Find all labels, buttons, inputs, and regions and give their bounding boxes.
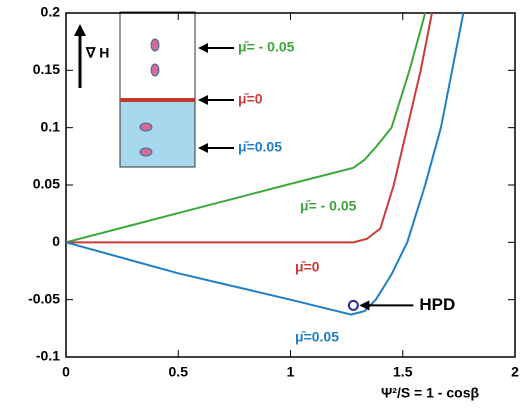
y-tick-label: 0.15 (33, 61, 60, 77)
x-axis-label: Ψ²/S = 1 - cosβ (381, 385, 480, 401)
curve-label: μ̄=0.05 (295, 329, 339, 345)
inset-label: μ̄=0.05 (238, 139, 282, 155)
inset-label: μ̄= - 0.05 (238, 39, 295, 55)
hpd-marker (347, 299, 359, 311)
series-line (65, 12, 427, 244)
inset-fluid (119, 99, 196, 168)
y-tick-label: 0 (52, 233, 60, 249)
x-tick-label: 0.5 (169, 364, 189, 380)
series-line (65, 12, 465, 316)
y-tick-label: -0.1 (36, 348, 60, 364)
curve-label: μ̄=0 (295, 259, 320, 275)
y-tick-label: 0.05 (33, 176, 60, 192)
inset-arrowhead (198, 43, 208, 53)
y-tick-label: 0.2 (41, 4, 61, 20)
inset-arrowhead (198, 95, 208, 105)
annotation: HPD (419, 295, 455, 314)
y-tick-label: 0.1 (41, 118, 61, 134)
series-line (66, 12, 433, 244)
inset-arrowhead (198, 143, 208, 153)
x-tick-label: 1 (287, 364, 295, 380)
inset-particles (139, 38, 160, 157)
inset-label: μ̄=0 (238, 91, 263, 107)
x-tick-label: 0 (62, 364, 70, 380)
x-tick-label: 1.5 (393, 364, 413, 380)
y-tick-label: -0.05 (28, 290, 60, 306)
gradient-label: ∇ H (85, 45, 109, 61)
gradient-arrowhead (74, 24, 86, 36)
hpd-arrowhead (359, 300, 370, 311)
x-tick-label: 2 (511, 364, 519, 380)
curve-label: μ̄= - 0.05 (300, 198, 357, 214)
